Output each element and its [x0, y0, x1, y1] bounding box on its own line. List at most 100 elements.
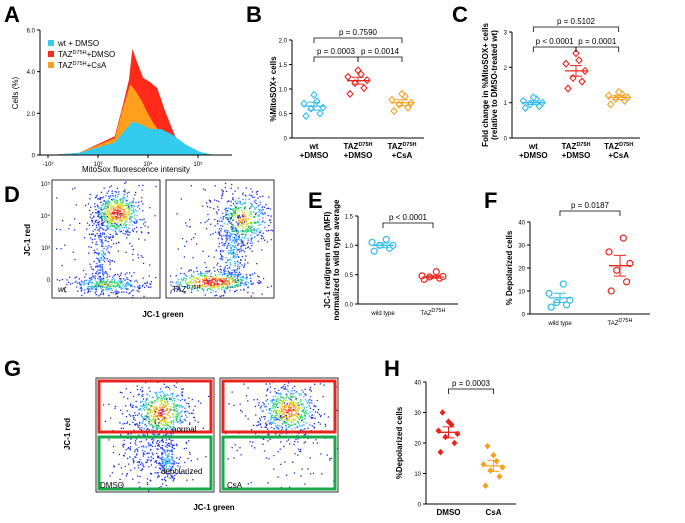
event-dot — [237, 278, 240, 281]
event-dot — [270, 419, 272, 421]
event-dot — [158, 418, 160, 421]
event-dot — [263, 438, 265, 440]
gate-label-normal: normal — [172, 425, 197, 434]
event-dot — [181, 392, 183, 394]
event-dot — [118, 229, 120, 232]
event-dot — [117, 274, 119, 276]
event-dot — [103, 233, 106, 235]
event-dot — [286, 394, 288, 397]
group-label: wild type — [547, 321, 572, 327]
event-dot — [150, 444, 152, 447]
event-dot — [244, 237, 246, 239]
data-point — [432, 268, 440, 276]
event-dot — [233, 215, 235, 217]
event-dot — [197, 281, 199, 283]
event-dot — [105, 206, 107, 208]
event-dot — [167, 394, 169, 396]
event-dot — [142, 400, 144, 402]
event-dot — [132, 395, 135, 398]
event-dot — [131, 275, 133, 277]
event-dot — [284, 386, 286, 388]
event-dot — [89, 209, 91, 212]
event-dot — [103, 286, 105, 288]
event-dot — [290, 402, 292, 405]
event-dot — [162, 448, 164, 450]
event-dot — [220, 288, 223, 291]
event-dot — [281, 415, 283, 417]
event-dot — [100, 287, 102, 289]
event-dot — [193, 287, 196, 289]
event-dot — [221, 237, 223, 239]
event-dot — [153, 439, 155, 441]
event-dot — [88, 281, 90, 284]
event-dot — [249, 202, 251, 204]
event-dot — [240, 245, 242, 247]
event-dot — [221, 286, 223, 289]
event-dot — [138, 462, 141, 464]
data-point — [398, 89, 406, 99]
event-dot — [124, 452, 126, 454]
event-dot — [241, 216, 244, 218]
event-dot — [215, 211, 218, 213]
event-dot — [130, 213, 132, 215]
event-dot — [165, 471, 167, 473]
event-dot — [247, 262, 249, 264]
event-dot — [271, 407, 273, 409]
data-point — [622, 278, 631, 286]
event-dot — [182, 406, 184, 408]
event-dot — [267, 420, 269, 422]
event-dot — [149, 283, 151, 285]
event-dot — [135, 456, 137, 459]
event-dot — [294, 396, 296, 398]
event-dot — [188, 270, 190, 272]
event-dot — [148, 423, 150, 425]
event-dot — [311, 425, 313, 427]
event-dot — [126, 200, 128, 202]
event-dot — [134, 194, 136, 196]
event-dot — [136, 449, 139, 451]
event-dot — [94, 277, 96, 279]
event-dot — [209, 285, 211, 288]
event-dot — [216, 280, 218, 282]
event-dot — [157, 424, 159, 426]
event-dot — [108, 205, 110, 207]
event-dot — [148, 490, 150, 492]
event-dot — [224, 292, 226, 294]
event-dot — [96, 262, 98, 265]
event-dot — [80, 283, 82, 285]
event-dot — [227, 274, 229, 276]
event-dot — [131, 212, 133, 215]
event-dot — [285, 404, 287, 406]
event-dot — [225, 270, 227, 272]
event-dot — [105, 200, 107, 202]
event-dot — [284, 408, 286, 411]
event-dot — [219, 258, 221, 260]
event-dot — [290, 393, 292, 395]
event-dot — [285, 425, 287, 427]
event-dot — [244, 263, 246, 265]
event-dot — [210, 285, 212, 287]
event-dot — [132, 216, 134, 218]
event-dot — [59, 279, 61, 282]
event-dot — [101, 241, 103, 244]
event-dot — [240, 221, 242, 223]
event-dot — [168, 442, 170, 445]
event-dot — [162, 417, 164, 419]
event-dot — [128, 202, 131, 204]
event-dot — [107, 286, 110, 288]
event-dot — [128, 447, 130, 449]
event-dot — [228, 279, 230, 281]
event-dot — [254, 202, 256, 204]
event-dot — [202, 205, 204, 207]
event-dot — [252, 282, 254, 284]
event-dot — [327, 416, 329, 418]
y-axis-label-2: (relative to DMSO-treated wt) — [490, 30, 499, 140]
event-dot — [283, 445, 285, 448]
event-dot — [154, 215, 156, 217]
event-dot — [259, 210, 261, 213]
event-dot — [130, 415, 132, 417]
event-dot — [202, 427, 204, 429]
event-dot — [245, 229, 247, 231]
event-dot — [125, 181, 127, 183]
event-dot — [272, 402, 274, 404]
